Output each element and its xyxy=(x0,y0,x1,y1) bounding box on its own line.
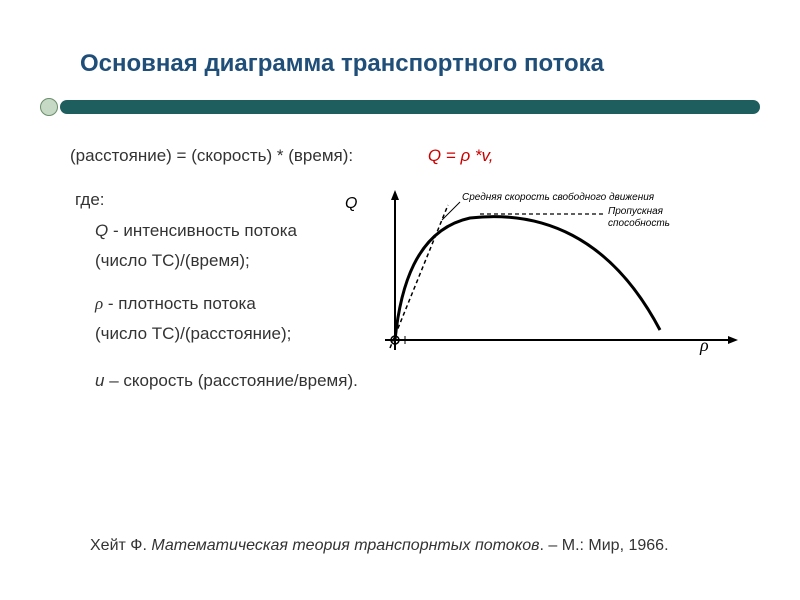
divider-dot-icon xyxy=(40,98,58,116)
rho-symbol: ρ xyxy=(95,294,103,313)
equation-formula: Q = ρ *v, xyxy=(428,146,494,165)
page-title: Основная диаграмма транспортного потока xyxy=(80,50,740,78)
annot-capacity-1: Пропускная xyxy=(608,206,664,217)
divider-bar xyxy=(60,100,760,114)
x-axis-arrow-icon xyxy=(728,336,738,344)
ref-author: Хейт Ф. xyxy=(90,537,151,554)
y-axis-arrow-icon xyxy=(391,190,399,200)
annot-free-speed: Средняя скорость свободного движения xyxy=(462,191,655,203)
annot-capacity-2: способность xyxy=(608,217,670,229)
q-symbol: Q xyxy=(95,221,108,240)
annot-arrow-1 xyxy=(442,202,460,220)
tangent-line xyxy=(390,205,448,348)
equation-line: (расстояние) = (скорость) * (время): Q =… xyxy=(70,143,740,169)
flow-density-curve xyxy=(395,217,660,340)
chart-y-axis-label: Q xyxy=(345,195,357,213)
u-def-text: – скорость (расстояние/время). xyxy=(104,371,357,390)
rho-def-text: - плотность потока xyxy=(103,294,256,313)
q-def-text: - интенсивность потока xyxy=(108,221,297,240)
ref-tail: . – М.: Мир, 1966. xyxy=(540,537,669,554)
equation-words: (расстояние) = (скорость) * (время): xyxy=(70,146,353,165)
ref-title: Математическая теория транспорнтых поток… xyxy=(151,537,539,554)
fundamental-diagram-chart: Средняя скорость свободного движения Про… xyxy=(360,190,740,380)
divider xyxy=(40,96,760,118)
reference-citation: Хейт Ф. Математическая теория транспорнт… xyxy=(90,537,740,555)
